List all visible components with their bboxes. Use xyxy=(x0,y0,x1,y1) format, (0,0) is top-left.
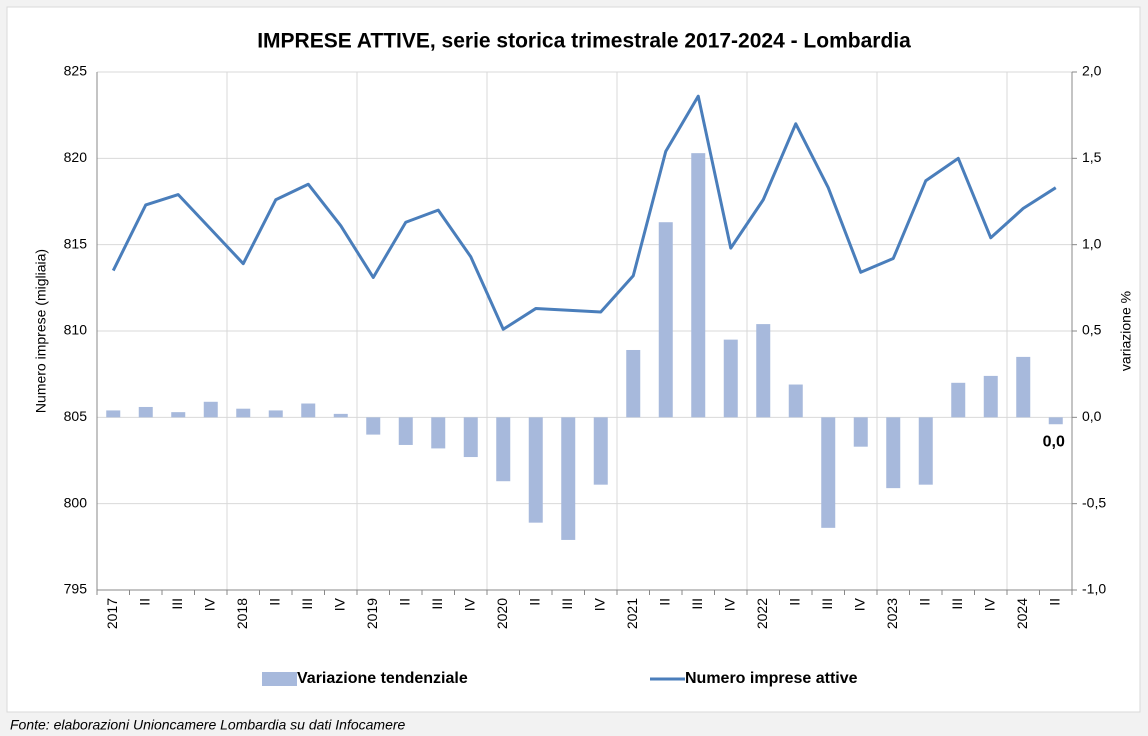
bar xyxy=(886,417,901,489)
x-tick-label: II xyxy=(136,598,152,606)
x-tick-label: IV xyxy=(331,597,347,611)
y-axis-label: Numero imprese (migliaia) xyxy=(33,249,49,413)
bar xyxy=(138,406,153,418)
x-tick-label: III xyxy=(559,598,575,610)
x-tick-label: IV xyxy=(201,597,217,611)
y2-tick-label: 1,0 xyxy=(1082,235,1102,251)
x-tick-label: 2020 xyxy=(494,598,510,629)
bar xyxy=(398,417,413,445)
y2-tick-label: 2,0 xyxy=(1082,63,1102,79)
bar xyxy=(951,382,966,418)
x-tick-label: IV xyxy=(461,597,477,611)
bar xyxy=(658,222,673,418)
y-tick-label: 825 xyxy=(64,63,88,79)
bar xyxy=(821,417,836,528)
bar xyxy=(203,401,218,418)
y2-tick-label: 0,0 xyxy=(1082,408,1102,424)
x-tick-label: 2021 xyxy=(624,598,640,629)
bar xyxy=(918,417,933,485)
bar xyxy=(268,410,283,418)
bar xyxy=(431,417,446,449)
x-tick-label: 2018 xyxy=(234,598,250,629)
bar xyxy=(691,153,706,418)
x-tick-label: III xyxy=(689,598,705,610)
y2-tick-label: -1,0 xyxy=(1082,581,1106,597)
y2-axis-label: variazione % xyxy=(1118,291,1134,371)
x-tick-label: 2017 xyxy=(104,598,120,629)
bar xyxy=(626,349,641,418)
y-tick-label: 800 xyxy=(64,494,88,510)
legend-swatch xyxy=(262,672,297,686)
x-tick-label: 2019 xyxy=(364,598,380,629)
x-tick-label: IV xyxy=(981,597,997,611)
y-tick-label: 810 xyxy=(64,322,88,338)
x-tick-label: IV xyxy=(721,597,737,611)
x-tick-label: 2022 xyxy=(754,598,770,629)
bar xyxy=(333,413,348,418)
bar xyxy=(1048,417,1063,425)
x-tick-label: III xyxy=(429,598,445,610)
source-note: Fonte: elaborazioni Unioncamere Lombardi… xyxy=(10,717,406,733)
bar xyxy=(983,375,998,418)
x-tick-label: II xyxy=(786,598,802,606)
y-tick-label: 820 xyxy=(64,149,88,165)
x-tick-label: II xyxy=(1046,598,1062,606)
bar xyxy=(593,417,608,485)
bar xyxy=(528,417,543,523)
bar xyxy=(788,384,803,418)
y-tick-label: 815 xyxy=(64,235,88,251)
bar xyxy=(496,417,511,482)
bar xyxy=(756,324,771,418)
y-tick-label: 805 xyxy=(64,408,88,424)
bar xyxy=(106,410,121,418)
y2-tick-label: 0,5 xyxy=(1082,322,1102,338)
bar xyxy=(723,339,738,418)
bar xyxy=(366,417,381,435)
bar xyxy=(853,417,868,447)
y-tick-label: 795 xyxy=(64,581,88,597)
legend-label: Variazione tendenziale xyxy=(297,670,468,687)
bar xyxy=(301,403,316,418)
x-tick-label: II xyxy=(916,598,932,606)
bar xyxy=(1016,356,1031,418)
x-tick-label: 2024 xyxy=(1014,598,1030,629)
bar xyxy=(561,417,576,540)
x-tick-label: IV xyxy=(851,597,867,611)
bar xyxy=(463,417,478,458)
line xyxy=(111,94,1057,331)
x-tick-label: II xyxy=(396,598,412,606)
chart-title: IMPRESE ATTIVE, serie storica trimestral… xyxy=(257,30,911,53)
y2-tick-label: 1,5 xyxy=(1082,149,1102,165)
data-label: 0,0 xyxy=(1043,433,1065,450)
chart-background xyxy=(6,6,1141,713)
x-tick-label: 2023 xyxy=(884,598,900,629)
x-tick-label: III xyxy=(169,598,185,610)
x-tick-label: III xyxy=(819,598,835,610)
x-tick-label: II xyxy=(526,598,542,606)
x-tick-label: II xyxy=(266,598,282,606)
x-tick-label: III xyxy=(949,598,965,610)
x-tick-label: III xyxy=(299,598,315,610)
x-tick-label: II xyxy=(656,598,672,606)
bar xyxy=(171,412,186,418)
legend-label: Numero imprese attive xyxy=(685,670,858,687)
bar xyxy=(236,408,251,418)
y2-tick-label: -0,5 xyxy=(1082,494,1106,510)
x-tick-label: IV xyxy=(591,597,607,611)
